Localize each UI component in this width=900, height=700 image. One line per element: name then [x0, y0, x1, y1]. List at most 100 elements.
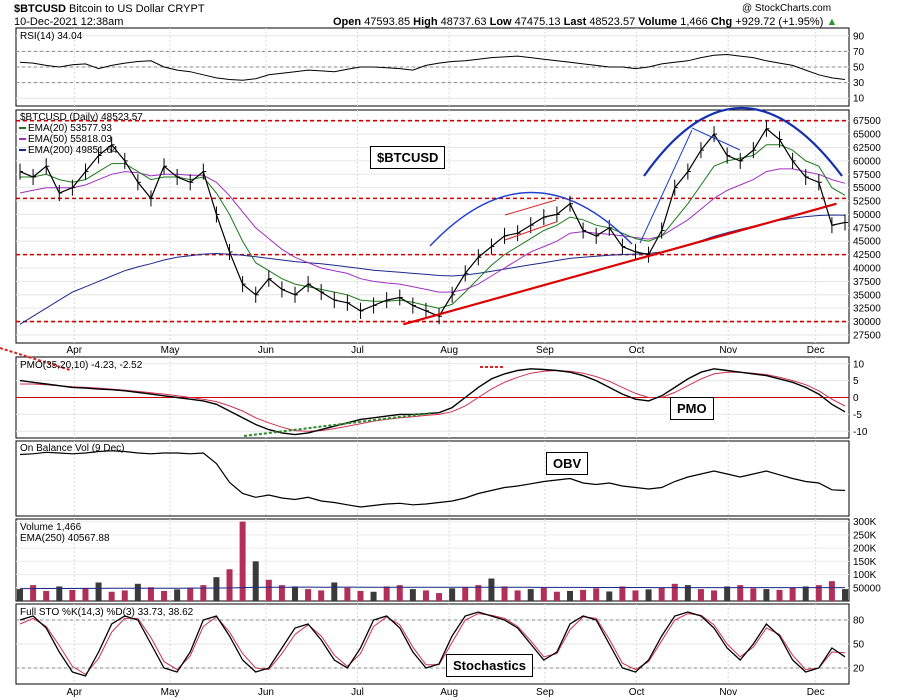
month-label: Aug	[440, 687, 458, 698]
last-label: Last	[563, 16, 587, 28]
volume-bar	[553, 591, 560, 601]
pmo-tick-label: -5	[853, 410, 862, 421]
panel-frame-obv	[15, 440, 850, 517]
month-label: Dec	[807, 687, 825, 698]
volume-bar	[567, 590, 573, 601]
price-tick-label: 37500	[853, 277, 881, 288]
stochastics-label-box: Stochastics	[446, 654, 533, 677]
price-tick-label: 62500	[853, 143, 881, 154]
volume-bar	[776, 589, 783, 601]
rsi-tick-label: 10	[853, 94, 865, 105]
volume-bar	[134, 583, 141, 601]
volume-bar	[501, 586, 508, 601]
volume-bar	[396, 585, 403, 601]
volume-tick-label: 50000	[853, 583, 881, 594]
month-label: Apr	[67, 345, 83, 356]
pmo-tick-label: -10	[853, 427, 868, 438]
volume-bar	[56, 586, 63, 601]
month-label: Nov	[719, 687, 737, 698]
month-label: Sep	[536, 687, 554, 698]
pmo-label-box: PMO	[670, 397, 714, 420]
channel-line	[504, 221, 557, 241]
pmo-tick-label: 5	[853, 376, 859, 387]
volume-ema-line	[20, 586, 845, 590]
stoch-tick-label: 20	[853, 664, 865, 675]
price-tick-label: 32500	[853, 304, 881, 315]
rsi-tick-label: 70	[853, 47, 865, 58]
volume-bar	[305, 589, 312, 601]
price-tick-label: 67500	[853, 116, 881, 127]
volume-bar	[422, 590, 429, 601]
volume-value: 1,466	[680, 16, 708, 28]
high-label: High	[413, 16, 438, 28]
obv-line	[19, 450, 846, 508]
volume-bar	[711, 590, 718, 601]
price-legend-entry: EMA(50) 55818.03	[28, 134, 112, 145]
volume-bar	[344, 587, 351, 601]
volume-bar	[540, 587, 547, 601]
volume-bar	[475, 585, 482, 601]
header-date: 10-Dec-2021 12:38am	[14, 16, 124, 28]
rsi-title: RSI(14) 34.04	[20, 31, 83, 42]
volume-bar	[82, 588, 89, 601]
price-tick-label: 57500	[853, 170, 881, 181]
header-ohlc: Open 47593.85 High 48737.63 Low 47475.13…	[333, 16, 837, 28]
chg-value: +929.72 (+1.95%)	[735, 16, 824, 28]
volume-bar	[632, 590, 639, 601]
last-value: 48523.57	[589, 16, 636, 28]
channel-line	[504, 199, 557, 216]
rsi-tick-label: 90	[853, 31, 865, 42]
month-label: Oct	[629, 345, 645, 356]
stoch-tick-label: 50	[853, 640, 865, 651]
price-tick-label: 30000	[853, 317, 881, 328]
volume-bar	[658, 587, 665, 601]
price-tick-label: 65000	[853, 130, 881, 141]
month-label: Sep	[536, 345, 554, 356]
volume-tick-label: 250K	[853, 530, 877, 541]
volume-bar	[252, 561, 259, 601]
volume-bar	[108, 591, 115, 601]
price-tick-label: 50000	[853, 210, 881, 221]
volume-bar	[750, 588, 757, 601]
volume-bar	[763, 589, 770, 601]
volume-bar	[187, 587, 194, 601]
open-value: 47593.85	[364, 16, 411, 28]
stoch-title: Full STO %K(14,3) %D(3) 33.73, 38.62	[20, 607, 194, 618]
pmo-divergence-line	[243, 412, 433, 437]
volume-bar	[265, 579, 272, 601]
up-arrow-icon: ▲	[826, 16, 838, 28]
volume-bar	[121, 590, 128, 601]
price-label-box: $BTCUSD	[370, 146, 446, 169]
volume-bar	[30, 585, 37, 601]
low-value: 47475.13	[514, 16, 561, 28]
header-title: $BTCUSD Bitcoin to US Dollar CRYPT	[14, 3, 205, 15]
volume-bar	[161, 590, 168, 601]
month-label: Jun	[258, 687, 274, 698]
volume-bar	[331, 582, 338, 601]
price-tick-label: 35000	[853, 290, 881, 301]
month-label: Aug	[440, 345, 458, 356]
stoch-k-line	[19, 611, 846, 677]
stoch-tick-label: 80	[853, 616, 865, 627]
volume-bar	[724, 586, 731, 601]
volume-tick-label: 200K	[853, 544, 877, 555]
low-label: Low	[489, 16, 512, 28]
ema20-line	[20, 144, 846, 309]
volume-bar	[606, 591, 613, 601]
month-label: Apr	[67, 687, 83, 698]
volume-bar	[828, 581, 835, 601]
volume-bar	[619, 586, 626, 601]
month-label: Jun	[258, 345, 274, 356]
volume-bar	[527, 589, 534, 601]
volume-bar	[226, 569, 233, 601]
volume-bar	[737, 585, 744, 601]
volume-bar	[514, 590, 521, 601]
pmo-title: PMO(35,20,10) -4.23, -2.52	[20, 360, 143, 371]
volume-tick-label: 100K	[853, 570, 877, 581]
volume-bar	[409, 589, 416, 601]
volume-bar	[593, 588, 600, 601]
obv-title: On Balance Vol (9 Dec)	[20, 443, 125, 454]
volume-ema-label: EMA(250) 40567.88	[20, 533, 110, 544]
high-value: 48737.63	[440, 16, 487, 28]
